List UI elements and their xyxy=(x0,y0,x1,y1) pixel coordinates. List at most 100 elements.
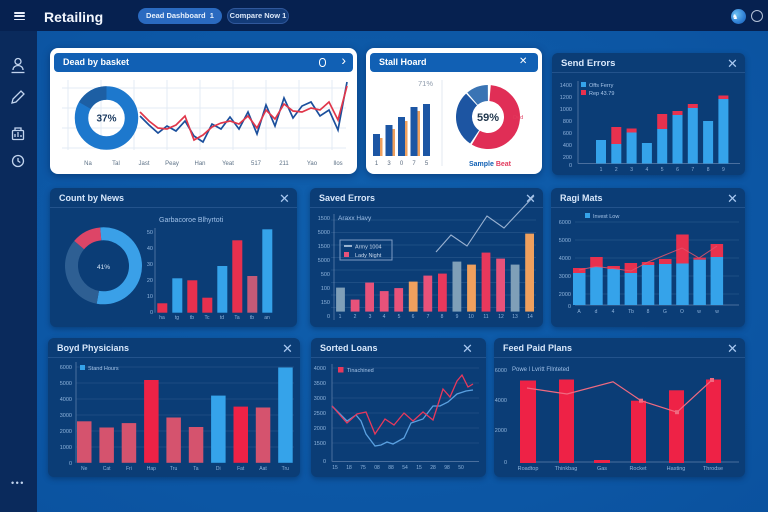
svg-text:Sample Beat: Sample Beat xyxy=(469,161,512,168)
svg-text:Rep 43.79: Rep 43.79 xyxy=(589,91,614,97)
svg-text:Offs Ferry: Offs Ferry xyxy=(589,83,614,89)
svg-text:600: 600 xyxy=(563,131,572,137)
svg-text:2: 2 xyxy=(354,314,357,320)
svg-text:Jast: Jast xyxy=(138,161,149,167)
svg-text:3000: 3000 xyxy=(314,396,326,402)
svg-text:Tal: Tal xyxy=(112,161,120,167)
svg-text:5: 5 xyxy=(398,314,401,320)
svg-text:Rocket: Rocket xyxy=(629,466,647,472)
svg-text:3000: 3000 xyxy=(559,274,571,280)
svg-text:0: 0 xyxy=(569,163,572,169)
svg-text:6: 6 xyxy=(676,167,679,173)
svg-text:41%: 41% xyxy=(97,264,110,271)
svg-text:Han: Han xyxy=(194,161,205,167)
svg-text:Garbacoroe Blhyrtoti: Garbacoroe Blhyrtoti xyxy=(159,217,224,224)
svg-text:211: 211 xyxy=(279,161,289,167)
svg-text:2000: 2000 xyxy=(60,429,72,435)
svg-text:Thinkbag: Thinkbag xyxy=(555,466,578,472)
svg-text:98: 98 xyxy=(444,465,450,471)
svg-text:Hap: Hap xyxy=(147,466,156,472)
svg-text:40: 40 xyxy=(147,246,153,252)
svg-text:8: 8 xyxy=(707,167,710,173)
svg-text:14: 14 xyxy=(527,314,533,320)
svg-text:1: 1 xyxy=(339,314,342,320)
svg-text:6000: 6000 xyxy=(559,220,571,226)
svg-text:0: 0 xyxy=(568,304,571,310)
svg-text:Ta: Ta xyxy=(193,466,199,472)
svg-text:400: 400 xyxy=(563,143,572,149)
svg-text:18: 18 xyxy=(346,465,352,471)
svg-text:Tb: Tb xyxy=(628,309,634,315)
svg-text:37%: 37% xyxy=(96,114,116,125)
svg-text:ha: ha xyxy=(159,315,165,321)
svg-text:Powe l Lvritt Fllnteted: Powe l Lvritt Fllnteted xyxy=(512,367,569,373)
svg-text:08: 08 xyxy=(374,465,380,471)
svg-text:Oed: Oed xyxy=(513,115,523,121)
svg-text:A: A xyxy=(577,309,581,315)
svg-text:0: 0 xyxy=(323,459,326,465)
svg-text:4000: 4000 xyxy=(314,366,326,372)
svg-text:Gas: Gas xyxy=(597,466,607,472)
svg-text:5000: 5000 xyxy=(559,238,571,244)
svg-text:Aat: Aat xyxy=(259,466,267,472)
svg-text:20: 20 xyxy=(147,278,153,284)
svg-text:3: 3 xyxy=(630,167,633,173)
svg-text:3000: 3000 xyxy=(60,413,72,419)
svg-text:7: 7 xyxy=(691,167,694,173)
svg-text:2000: 2000 xyxy=(314,426,326,432)
svg-text:30: 30 xyxy=(147,262,153,268)
svg-text:4000: 4000 xyxy=(495,398,507,404)
svg-text:6000: 6000 xyxy=(60,365,72,371)
svg-text:1500: 1500 xyxy=(318,244,330,250)
svg-text:Na: Na xyxy=(84,161,92,167)
svg-text:3: 3 xyxy=(369,314,372,320)
svg-text:2000: 2000 xyxy=(559,292,571,298)
svg-text:50: 50 xyxy=(458,465,464,471)
svg-text:75: 75 xyxy=(360,465,366,471)
svg-text:Cat: Cat xyxy=(103,466,111,472)
svg-text:Ta: Ta xyxy=(234,315,240,321)
svg-text:Fri: Fri xyxy=(126,466,132,472)
svg-text:4000: 4000 xyxy=(60,397,72,403)
svg-text:O: O xyxy=(680,309,684,315)
svg-text:Ne: Ne xyxy=(81,466,88,472)
svg-text:an: an xyxy=(264,315,270,321)
svg-text:Tc: Tc xyxy=(205,315,211,321)
svg-text:Tru: Tru xyxy=(282,466,290,472)
svg-text:2000: 2000 xyxy=(495,428,507,434)
svg-text:td: td xyxy=(220,315,224,321)
svg-text:Yeat: Yeat xyxy=(222,161,234,167)
svg-text:5000: 5000 xyxy=(318,230,330,236)
svg-text:Tru: Tru xyxy=(170,466,178,472)
svg-text:7: 7 xyxy=(412,161,416,167)
svg-text:4: 4 xyxy=(612,309,615,315)
svg-text:1200: 1200 xyxy=(560,95,572,101)
svg-text:1500: 1500 xyxy=(314,441,326,447)
svg-text:12: 12 xyxy=(498,314,504,320)
svg-text:w: w xyxy=(715,309,719,315)
svg-text:Araxx Havy: Araxx Havy xyxy=(338,215,372,222)
svg-text:50: 50 xyxy=(147,230,153,236)
svg-text:4000: 4000 xyxy=(559,256,571,262)
svg-text:800: 800 xyxy=(563,119,572,125)
svg-text:Yao: Yao xyxy=(307,161,318,167)
svg-text:8: 8 xyxy=(647,309,650,315)
svg-text:3500: 3500 xyxy=(314,381,326,387)
svg-text:88: 88 xyxy=(388,465,394,471)
svg-text:15: 15 xyxy=(332,465,338,471)
svg-text:5000: 5000 xyxy=(60,381,72,387)
svg-text:Roadtop: Roadtop xyxy=(518,466,539,472)
svg-text:0: 0 xyxy=(69,461,72,467)
svg-text:9: 9 xyxy=(722,167,725,173)
svg-text:G: G xyxy=(663,309,667,315)
svg-text:0: 0 xyxy=(150,310,153,316)
svg-text:5: 5 xyxy=(661,167,664,173)
svg-text:w: w xyxy=(697,309,701,315)
svg-text:2500: 2500 xyxy=(314,411,326,417)
svg-text:4: 4 xyxy=(383,314,386,320)
svg-text:tg: tg xyxy=(175,315,179,321)
svg-text:3: 3 xyxy=(387,161,391,167)
svg-text:Peay: Peay xyxy=(165,161,179,167)
svg-text:10: 10 xyxy=(468,314,474,320)
svg-text:500: 500 xyxy=(321,272,330,278)
